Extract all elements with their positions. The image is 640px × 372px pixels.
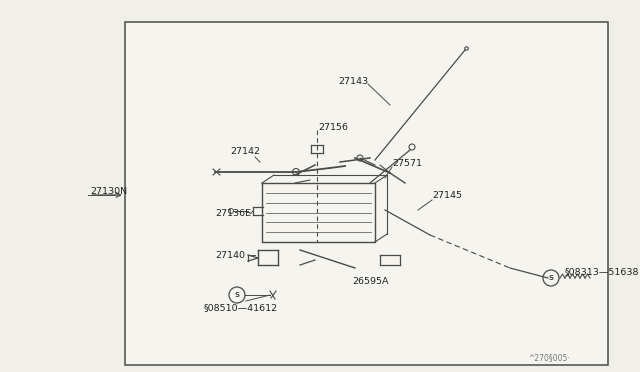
Text: 27571: 27571 [392,158,422,167]
Text: 27136E: 27136E [215,209,251,218]
Text: 26595A: 26595A [352,278,388,286]
Text: S: S [234,292,239,298]
Text: 27156: 27156 [318,122,348,131]
Bar [125,22,608,365]
Text: 27130N: 27130N [90,186,127,196]
Text: 27140: 27140 [215,250,245,260]
Text: ^270§005·: ^270§005· [528,353,570,362]
Text: §08313—51638: §08313—51638 [565,267,639,276]
Text: S: S [548,275,554,281]
Text: 27142: 27142 [230,148,260,157]
Text: §08510—41612: §08510—41612 [204,304,278,312]
Text: 27143: 27143 [338,77,368,87]
Text: 27145: 27145 [432,192,462,201]
